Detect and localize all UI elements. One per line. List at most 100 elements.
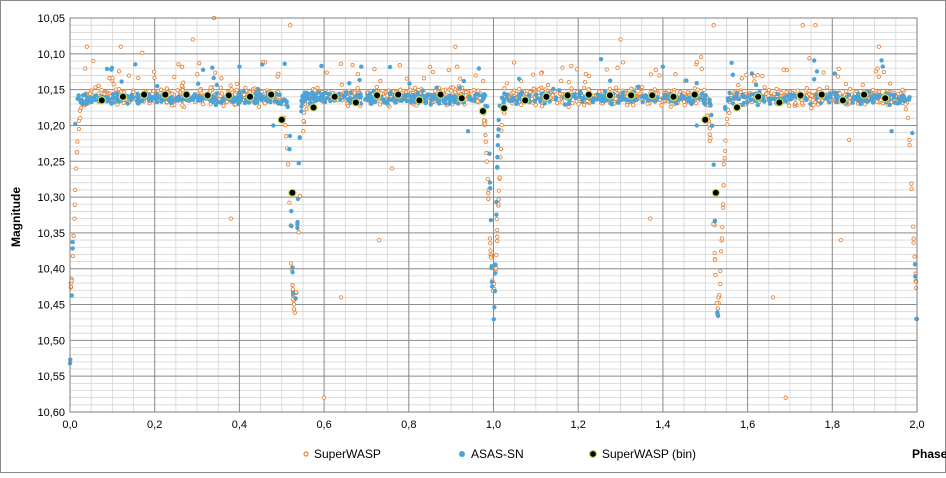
superwasp-point	[881, 69, 887, 75]
superwasp-bin-point	[499, 104, 509, 113]
superwasp-point	[212, 70, 218, 75]
asassn-point	[301, 95, 306, 100]
superwasp-point	[494, 253, 499, 258]
superwasp-point	[581, 85, 587, 91]
asassn-point	[494, 199, 499, 205]
asassn-point	[441, 99, 446, 104]
asassn-point	[551, 86, 556, 92]
asassn-point	[730, 72, 735, 78]
superwasp-point	[377, 102, 382, 107]
superwasp-point	[164, 86, 170, 91]
asassn-point	[652, 98, 657, 103]
x-tick-label: 2,0	[909, 419, 924, 431]
asassn-point	[73, 121, 78, 127]
superwasp-point	[793, 100, 798, 105]
superwasp-point	[200, 101, 206, 107]
asassn-point	[767, 101, 773, 107]
superwasp-point	[714, 300, 719, 306]
asassn-point	[602, 89, 608, 94]
y-tick-label: 10,55	[37, 371, 65, 383]
y-axis-title: Magnitude	[9, 187, 23, 247]
y-tick-label: 10,15	[37, 85, 65, 97]
asassn-point	[388, 91, 393, 97]
asassn-point	[69, 293, 75, 298]
asassn-point	[211, 75, 216, 81]
asassn-point	[892, 93, 897, 98]
superwasp-point	[433, 88, 438, 94]
asassn-point	[496, 127, 501, 132]
asassn-point	[745, 95, 750, 100]
superwasp-bin-point	[224, 91, 234, 100]
superwasp-point	[345, 103, 351, 109]
superwasp-point	[724, 116, 730, 122]
asassn-point	[455, 101, 461, 106]
asassn-point	[168, 97, 173, 102]
superwasp-point	[483, 139, 488, 144]
asassn-point	[495, 133, 501, 139]
superwasp-bin-point	[690, 90, 699, 99]
asassn-point	[492, 271, 498, 276]
legend-item-superwasp[interactable]: SuperWASP	[303, 447, 381, 461]
superwasp-point	[454, 64, 460, 69]
superwasp-point	[118, 44, 123, 49]
asassn-point	[277, 92, 282, 98]
superwasp-point	[725, 122, 730, 127]
superwasp-bin-point	[277, 115, 286, 124]
asassn-point	[348, 90, 353, 96]
asassn-point	[392, 98, 397, 104]
legend-item-asassn[interactable]: ASAS-SN	[459, 447, 524, 461]
asassn-point	[236, 101, 241, 107]
asassn-point	[781, 96, 786, 101]
superwasp-point	[83, 66, 88, 71]
asassn-point	[709, 112, 714, 118]
superwasp-bin-point	[351, 98, 361, 107]
superwasp-point	[285, 162, 291, 167]
superwasp-point	[835, 74, 841, 79]
asassn-point	[566, 101, 572, 106]
asassn-point	[662, 92, 667, 98]
superwasp-bin-point	[732, 103, 742, 112]
superwasp-point	[291, 306, 297, 312]
asassn-point	[580, 99, 585, 104]
asassn-point	[359, 64, 364, 69]
asassn-point	[660, 64, 666, 69]
asassn-point	[287, 147, 292, 152]
superwasp-point	[659, 103, 664, 108]
superwasp-point	[518, 102, 524, 108]
asassn-point	[573, 95, 578, 101]
legend-item-superwasp-bin[interactable]: SuperWASP (bin)	[588, 447, 697, 461]
superwasp-point	[550, 93, 555, 98]
asassn-point	[734, 91, 739, 96]
superwasp-point	[800, 23, 805, 28]
superwasp-point	[290, 283, 295, 288]
asassn-point	[608, 78, 613, 83]
asassn-point	[900, 93, 905, 99]
superwasp-point	[887, 81, 893, 86]
superwasp-point	[495, 238, 500, 244]
superwasp-point	[179, 64, 185, 69]
asassn-point	[620, 90, 626, 95]
asassn-point	[295, 196, 301, 202]
asassn-point	[745, 100, 750, 105]
asassn-point	[415, 90, 420, 95]
asassn-point	[105, 95, 110, 100]
asassn-point	[347, 81, 352, 86]
superwasp-point	[504, 81, 510, 86]
superwasp-point	[374, 84, 379, 90]
superwasp-point	[907, 142, 912, 148]
asassn-point	[590, 99, 596, 105]
asassn-point	[730, 101, 736, 106]
superwasp-point	[288, 261, 294, 266]
superwasp-point	[720, 224, 725, 230]
asassn-point	[306, 92, 311, 97]
asassn-point	[296, 161, 301, 166]
superwasp-point	[483, 132, 488, 138]
superwasp-point	[911, 240, 916, 245]
superwasp-point	[558, 78, 564, 83]
y-axis-tick-labels: 10,05 10,10 10,15 10,20 10,25 10,30 10,35 10,40…	[37, 13, 65, 419]
superwasp-point	[297, 193, 303, 199]
x-tick-label: 1,4	[655, 419, 670, 431]
superwasp-point	[469, 89, 474, 94]
asassn-point	[715, 313, 720, 318]
